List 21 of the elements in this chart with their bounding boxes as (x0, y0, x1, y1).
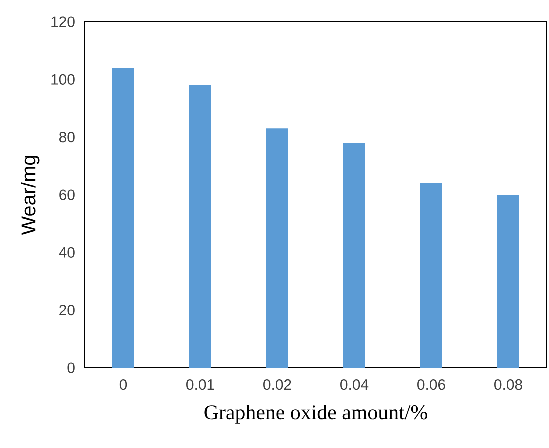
bar (497, 195, 520, 368)
y-tick-label: 60 (60, 190, 75, 200)
x-tick-label: 0.08 (494, 380, 522, 390)
x-tick-label: 0.04 (340, 380, 369, 390)
x-axis-title: Graphene oxide amount/% (204, 404, 428, 424)
y-axis-title: Wear/mg (21, 156, 40, 236)
bar (112, 68, 134, 368)
y-tick-label: 0 (68, 362, 75, 374)
x-tick-label: 0.06 (418, 380, 446, 390)
y-tick-label: 80 (60, 132, 75, 143)
y-tick-label: 100 (52, 74, 75, 85)
y-tick-label: 20 (60, 305, 75, 316)
x-tick-label: 0.02 (264, 380, 292, 390)
x-tick-label: 0 (120, 380, 128, 390)
bar (420, 183, 442, 368)
y-tick-label: 120 (52, 16, 75, 28)
y-tick-label: 40 (59, 247, 75, 258)
bar (190, 85, 212, 368)
bar (266, 128, 288, 368)
x-tick-label: 0.01 (186, 380, 214, 390)
bar (344, 143, 366, 368)
